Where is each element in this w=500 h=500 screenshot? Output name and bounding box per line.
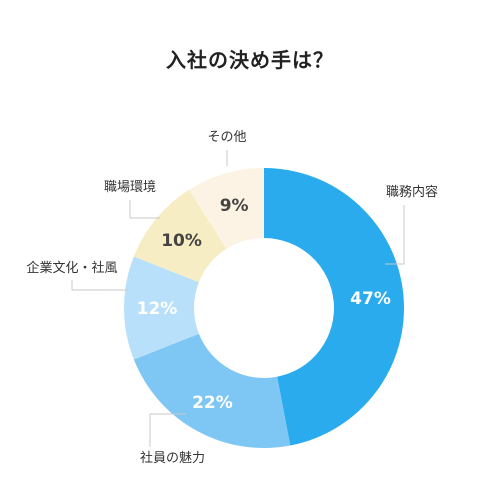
value-label-2: 22%: [192, 393, 233, 413]
value-label-5: 9%: [220, 196, 249, 216]
slice-5: [188, 168, 264, 249]
value-label-4: 10%: [161, 231, 202, 251]
slice-2: [133, 333, 291, 448]
category-label-1: 職務内容: [386, 184, 438, 200]
value-labels: 47% 22% 12% 10% 9%: [137, 196, 391, 413]
value-label-3: 12%: [137, 299, 178, 319]
donut-slices: [124, 168, 404, 448]
category-label-4: 職場環境: [104, 180, 156, 195]
leader-lines: [71, 150, 405, 447]
category-label-2: 社員の魅力: [140, 450, 205, 466]
chart-title: 入社の決め手は？: [166, 48, 334, 72]
leader-line-4: [129, 200, 160, 219]
category-label-5: その他: [207, 130, 246, 145]
value-label-1: 47%: [350, 289, 391, 309]
category-label-3: 企業文化・社風: [26, 260, 117, 276]
leader-line-1: [385, 205, 405, 265]
leader-line-3: [71, 280, 128, 291]
slice-3: [124, 256, 199, 360]
leader-line-2: [149, 413, 186, 447]
slice-4: [133, 189, 227, 283]
slice-1: [264, 168, 404, 446]
